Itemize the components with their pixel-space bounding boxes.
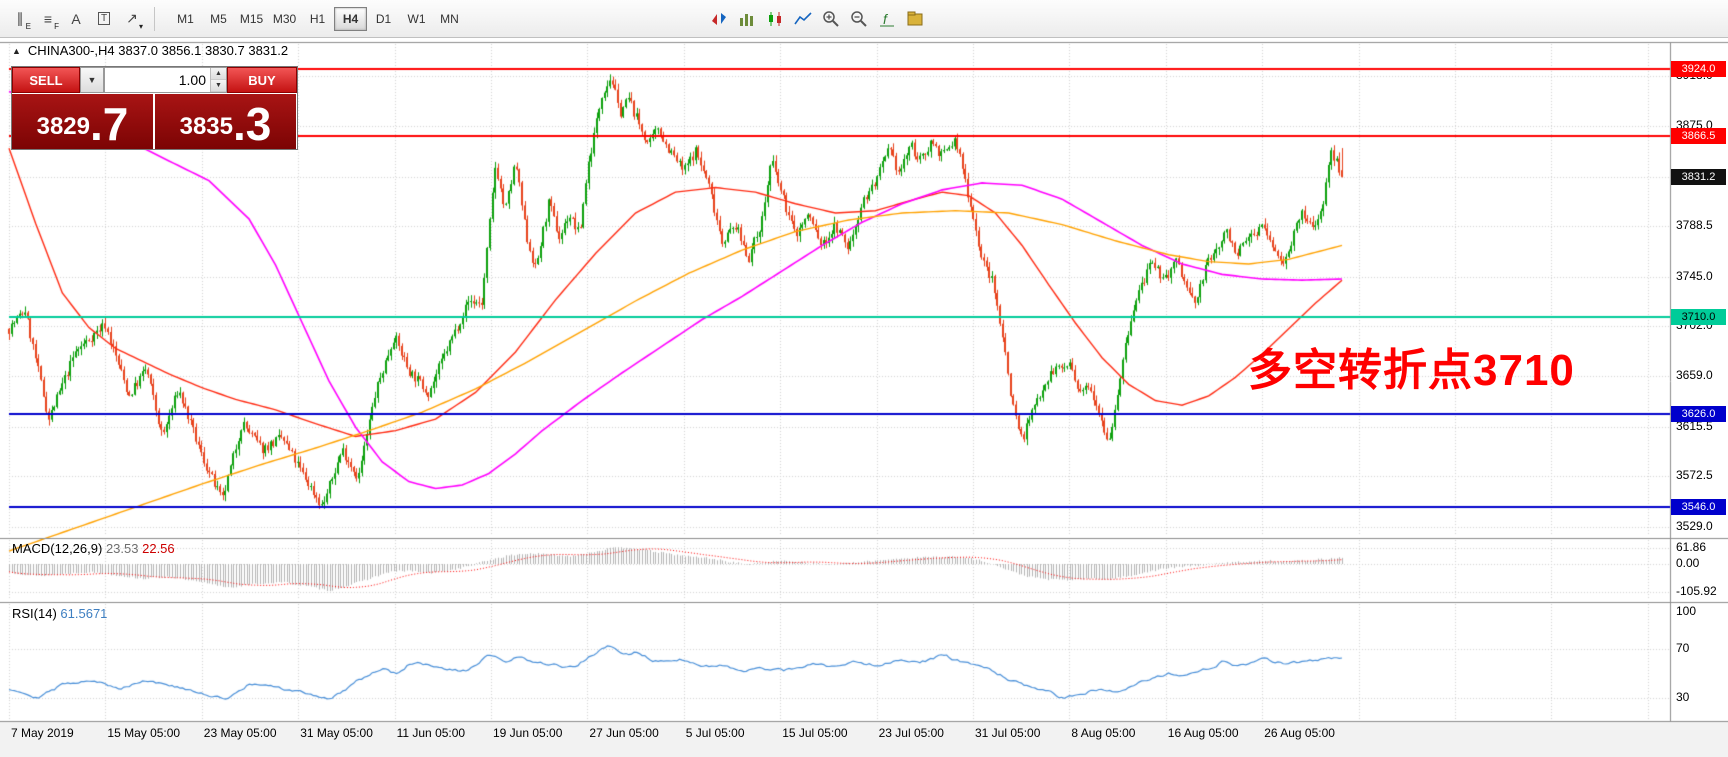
fibonacci-icon[interactable]: ≡ F <box>35 6 61 32</box>
periods-toolbar: M1 M5 M15 M30 H1 H4 D1 W1 MN <box>163 0 466 37</box>
volume-spinner: ▲ ▼ <box>210 68 226 92</box>
zoom-out-icon[interactable] <box>846 6 872 32</box>
rsi-label: RSI(14) 61.5671 <box>12 606 107 621</box>
svg-text:f: f <box>883 11 889 27</box>
line-studies-toolbar: ∥ E ≡ F A T ↗ ▾ <box>0 0 146 37</box>
indicators-icon[interactable]: f <box>874 6 900 32</box>
templates-icon[interactable] <box>902 6 928 32</box>
toolbar-separator <box>154 6 155 31</box>
one-click-prices-row: 3829.7 3835.3 <box>12 93 297 149</box>
tab-timeframe-m15[interactable]: M15 <box>235 7 268 31</box>
one-click-trading-panel: SELL ▼ ▲ ▼ BUY 3829.7 3835.3 <box>11 66 298 150</box>
new-order-icon[interactable] <box>706 6 732 32</box>
charts-toolbar: f <box>705 6 929 32</box>
tab-timeframe-m1[interactable]: M1 <box>169 7 202 31</box>
sell-button[interactable]: SELL <box>12 67 80 93</box>
sell-price-small: 3829 <box>36 113 90 140</box>
zoom-in-icon[interactable] <box>818 6 844 32</box>
candlestick-chart-icon[interactable] <box>762 6 788 32</box>
volume-decrease-button[interactable]: ▼ <box>211 80 226 92</box>
tab-timeframe-m5[interactable]: M5 <box>202 7 235 31</box>
chart-ohlc-title: CHINA300-,H4 3837.0 3856.1 3830.7 3831.2 <box>27 43 289 58</box>
text-tool-glyph: A <box>71 10 81 27</box>
toolbar: ∥ E ≡ F A T ↗ ▾ M1 M5 M15 M30 H1 H4 D1 W1 MN f <box>0 0 1728 38</box>
buy-button[interactable]: BUY <box>227 67 297 93</box>
tab-timeframe-m30[interactable]: M30 <box>268 7 301 31</box>
chart-canvas[interactable] <box>0 38 1728 757</box>
chart-title: ▲ CHINA300-,H4 3837.0 3856.1 3830.7 3831… <box>12 43 288 58</box>
rsi-name: RSI(14) <box>12 606 57 621</box>
chart-annotation: 多空转折点3710 <box>1248 346 1575 395</box>
volume-dropdown[interactable]: ▼ <box>80 67 104 93</box>
volume-field: ▲ ▼ <box>104 67 227 93</box>
tab-timeframe-h4[interactable]: H4 <box>334 6 367 31</box>
tab-timeframe-h1[interactable]: H1 <box>301 7 334 31</box>
tab-timeframe-mn[interactable]: MN <box>433 7 466 31</box>
arrows-caret: ▾ <box>138 21 143 31</box>
channel-glyph: ∥ <box>16 10 24 26</box>
fibonacci-sub-letter: F <box>54 21 59 31</box>
volume-increase-button[interactable]: ▲ <box>211 68 226 80</box>
line-chart-icon[interactable] <box>790 6 816 32</box>
channel-sub-letter: E <box>25 21 31 31</box>
equidistant-channel-icon[interactable]: ∥ E <box>7 6 33 32</box>
buy-price-big: .3 <box>233 98 272 150</box>
arrows-glyph: ↗ <box>126 10 138 26</box>
macd-label: MACD(12,26,9) 23.53 22.56 <box>12 541 175 556</box>
fibonacci-glyph: ≡ <box>43 10 53 27</box>
one-click-collapse-icon[interactable]: ▲ <box>12 45 21 56</box>
bar-chart-icon[interactable] <box>734 6 760 32</box>
buy-price-button[interactable]: 3835.3 <box>155 94 296 149</box>
arrows-tool-icon[interactable]: ↗ ▾ <box>119 6 145 32</box>
macd-name: MACD(12,26,9) <box>12 541 103 556</box>
macd-signal-value: 22.56 <box>142 541 175 556</box>
buy-price-small: 3835 <box>179 113 233 140</box>
text-label-glyph: T <box>97 12 111 25</box>
text-tool-icon[interactable]: A <box>63 6 89 32</box>
one-click-controls-row: SELL ▼ ▲ ▼ BUY <box>12 67 297 93</box>
macd-value: 23.53 <box>105 541 139 556</box>
tab-timeframe-d1[interactable]: D1 <box>367 7 400 31</box>
tab-timeframe-w1[interactable]: W1 <box>400 7 433 31</box>
text-label-icon[interactable]: T <box>91 6 117 32</box>
rsi-value: 61.5671 <box>60 606 108 621</box>
sell-price-big: .7 <box>90 98 129 150</box>
volume-input[interactable] <box>105 68 226 92</box>
sell-price-button[interactable]: 3829.7 <box>12 94 153 149</box>
